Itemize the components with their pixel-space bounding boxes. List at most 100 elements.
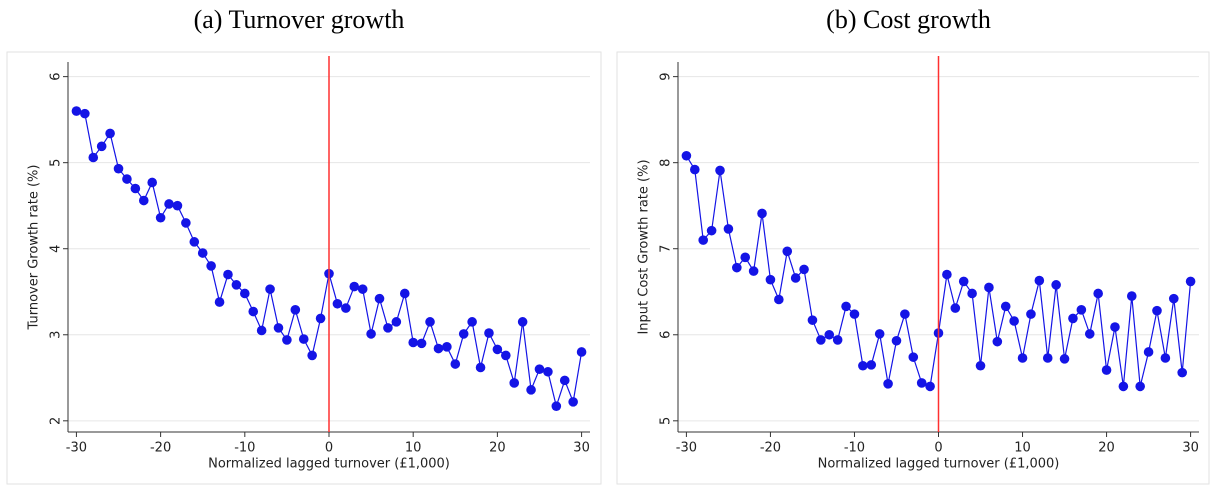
- data-point: [706, 225, 717, 236]
- data-point: [967, 288, 977, 299]
- data-point: [383, 323, 393, 333]
- data-point: [908, 352, 919, 362]
- chart-title: (b) Cost growth: [826, 5, 991, 34]
- data-point: [891, 335, 902, 346]
- x-tick-label: -10: [844, 441, 865, 456]
- data-point: [883, 379, 893, 389]
- data-point: [925, 381, 935, 392]
- data-point: [824, 329, 835, 340]
- panel-frame: [6, 51, 602, 485]
- data-point: [113, 163, 124, 174]
- data-point: [172, 200, 183, 211]
- x-tick-label: 30: [1182, 441, 1199, 456]
- chart-title: (a) Turnover growth: [194, 5, 405, 34]
- data-point: [1034, 275, 1045, 286]
- y-tick-label: 4: [49, 245, 64, 253]
- y-tick-label: 5: [49, 159, 64, 167]
- data-point: [681, 150, 692, 161]
- data-point: [832, 335, 843, 345]
- data-point: [732, 262, 742, 273]
- data-point: [130, 183, 141, 194]
- data-point: [1076, 305, 1087, 315]
- data-point: [105, 128, 115, 139]
- data-point: [458, 329, 469, 339]
- data-point: [164, 199, 174, 209]
- data-point: [715, 165, 725, 176]
- data-point: [765, 274, 776, 285]
- data-point: [80, 108, 90, 119]
- y-tick-label: 8: [659, 159, 674, 167]
- y-axis-label: Input Cost Growth rate (%): [637, 159, 652, 334]
- data-point: [841, 301, 851, 312]
- data-point: [357, 284, 368, 294]
- x-tick-label: -30: [66, 441, 87, 456]
- data-point: [341, 303, 351, 313]
- data-point: [774, 294, 784, 305]
- data-point: [748, 266, 759, 276]
- x-tick-label: -20: [150, 441, 171, 456]
- data-point: [256, 325, 267, 336]
- data-point: [416, 338, 427, 349]
- data-point: [807, 315, 818, 325]
- data-point: [1026, 309, 1036, 319]
- y-tick-label: 2: [49, 417, 64, 425]
- data-point: [298, 334, 309, 344]
- data-point: [1101, 365, 1112, 375]
- data-point: [273, 323, 284, 333]
- data-point: [223, 269, 233, 280]
- data-point: [450, 359, 461, 369]
- data-point: [391, 317, 402, 327]
- data-point: [576, 347, 587, 357]
- x-axis-label: Normalized lagged turnover (£1,000): [818, 457, 1060, 472]
- data-point: [992, 336, 1003, 347]
- data-point: [740, 252, 751, 263]
- data-point: [1110, 322, 1120, 332]
- data-point: [206, 261, 216, 271]
- data-point: [315, 313, 326, 324]
- data-point: [1093, 288, 1103, 299]
- data-point: [88, 152, 99, 163]
- data-point: [501, 350, 511, 361]
- x-tick-label: 30: [573, 441, 590, 456]
- data-point: [1118, 381, 1129, 392]
- data-point: [433, 343, 444, 354]
- x-tick-label: 0: [934, 441, 942, 456]
- data-point: [147, 177, 157, 188]
- data-point: [265, 284, 275, 294]
- data-point: [425, 317, 435, 327]
- data-point: [799, 264, 809, 275]
- x-tick-label: 10: [1014, 441, 1031, 456]
- data-point: [723, 224, 734, 234]
- data-point: [517, 317, 528, 327]
- data-point: [1051, 280, 1061, 290]
- y-tick-label: 6: [49, 72, 64, 80]
- data-point: [900, 309, 910, 319]
- data-point: [975, 360, 986, 371]
- data-point: [1009, 316, 1019, 326]
- data-point: [290, 305, 301, 315]
- data-point: [690, 164, 700, 175]
- data-point: [984, 282, 994, 293]
- data-point: [189, 237, 200, 247]
- data-point: [950, 303, 961, 313]
- data-point: [790, 273, 801, 283]
- data-point: [874, 329, 885, 339]
- data-point: [408, 337, 418, 348]
- data-point: [349, 281, 360, 292]
- data-point: [484, 328, 494, 338]
- data-point: [916, 378, 927, 388]
- y-axis-label: Turnover Growth rate (%): [27, 165, 42, 331]
- data-point: [698, 235, 709, 245]
- data-point: [1084, 329, 1095, 339]
- data-point: [96, 141, 107, 152]
- data-point: [71, 106, 82, 116]
- data-point: [399, 288, 410, 299]
- data-point: [1152, 305, 1162, 316]
- data-point: [282, 335, 292, 345]
- data-point: [1000, 301, 1011, 312]
- data-point: [307, 350, 317, 361]
- data-point: [568, 397, 578, 407]
- x-tick-label: 0: [325, 441, 333, 456]
- data-point: [248, 306, 259, 317]
